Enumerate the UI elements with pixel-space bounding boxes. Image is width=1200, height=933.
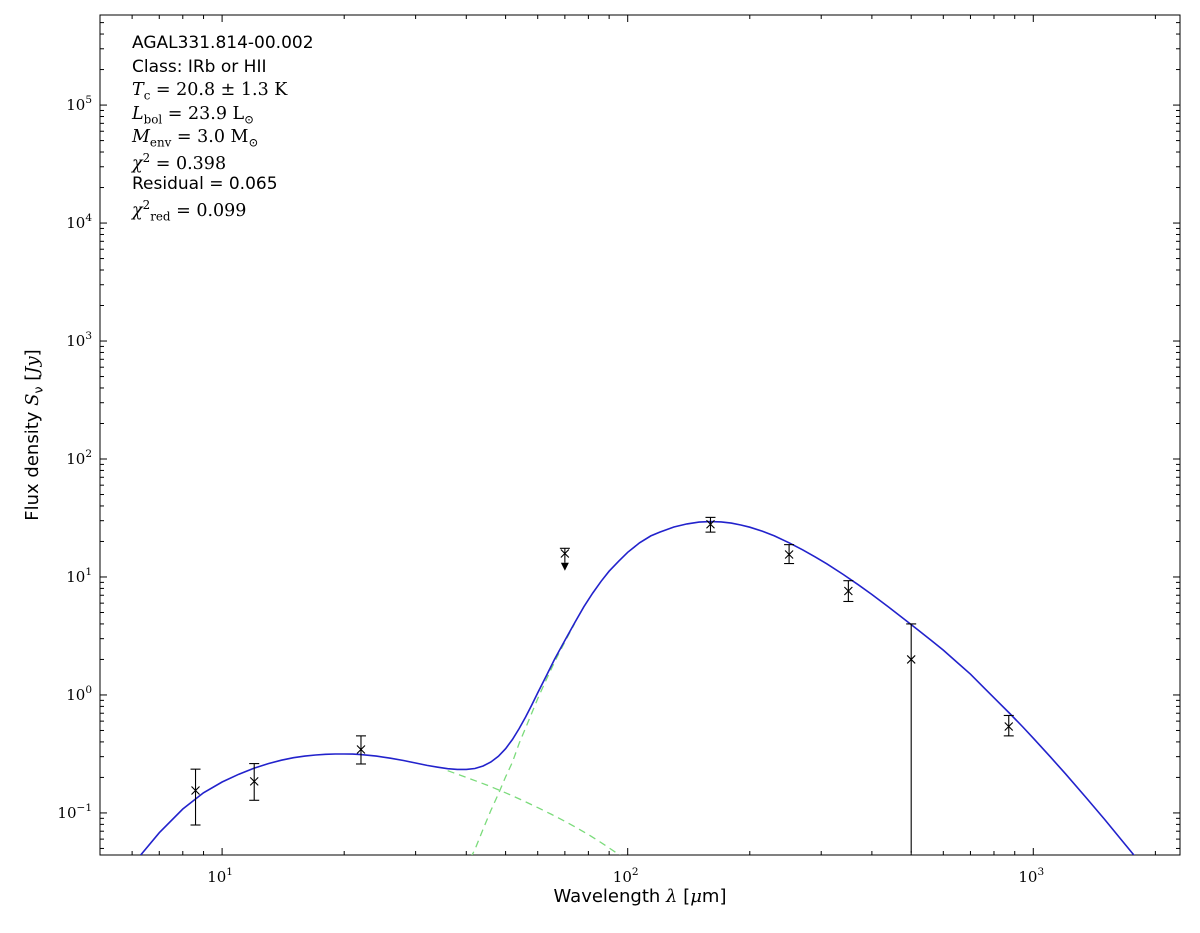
upper-limit-arrow-icon [560,562,569,571]
component-warm-curve [447,770,621,855]
axis-ticks [100,15,1180,855]
data-point-22um [355,735,366,765]
axes-frame [99,14,1181,856]
component-cold-greybody-curve [471,623,576,855]
data-point-350um [843,580,854,603]
data-point-160um [705,516,716,533]
y-axis-label: Flux density Sν [Jy] [22,349,46,521]
data-point-12um [249,763,260,801]
annotation-line: χ2 = 0.398 [132,150,227,174]
data-point-870um [1003,714,1014,737]
x-axis-label: Wavelength λ [μm] [553,886,727,907]
tick-label: 102 [613,866,639,886]
data-point-500um [906,623,917,853]
annotation-line: Menv = 3.0 M⊙ [132,127,259,150]
tick-label: 101 [66,566,92,586]
model-total-curve [140,520,1135,855]
annotation-line: Class: IRb or HII [132,56,267,77]
data-point-8.6um [190,768,201,826]
tick-label: 104 [66,212,92,232]
tick-label: 103 [66,330,92,350]
annotation-line: Lbol = 23.9 L⊙ [132,103,255,127]
data-point-70um [559,547,570,571]
model-curves [140,520,1135,855]
data-point-250um [784,544,795,565]
annotation-line: Tc = 20.8 ± 1.3 K [132,80,288,103]
annotation-line: Residual = 0.065 [132,174,278,194]
tick-label: 101 [207,866,233,886]
annotation-line: χ2red = 0.099 [132,197,247,223]
fit-parameter-annotations: AGAL331.814-00.002 Class: IRb or HII Tc = … [132,33,314,223]
tick-label: 105 [66,94,92,114]
annotation-line: AGAL331.814-00.002 [132,33,314,53]
tick-label: 100 [66,684,92,704]
photometry-points [190,516,1014,853]
tick-label: 103 [1018,866,1044,886]
tick-label: 10−1 [57,802,92,822]
tick-label: 102 [66,448,92,468]
